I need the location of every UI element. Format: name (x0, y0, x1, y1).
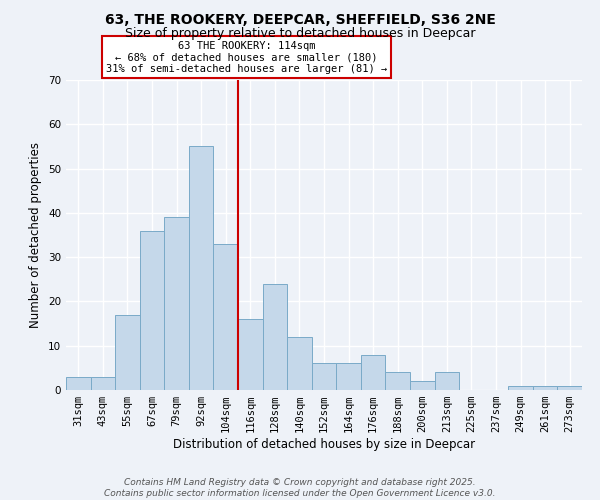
Bar (385, 372, 410, 390)
X-axis label: Distribution of detached houses by size in Deepcar: Distribution of detached houses by size … (173, 438, 475, 451)
Text: 63 THE ROOKERY: 114sqm
← 68% of detached houses are smaller (180)
31% of semi-de: 63 THE ROOKERY: 114sqm ← 68% of detached… (106, 40, 387, 74)
Bar (361, 354, 385, 390)
Bar (312, 364, 336, 390)
Bar (115, 314, 140, 390)
Text: Contains HM Land Registry data © Crown copyright and database right 2025.
Contai: Contains HM Land Registry data © Crown c… (104, 478, 496, 498)
Bar (557, 386, 582, 390)
Bar (508, 386, 533, 390)
Y-axis label: Number of detached properties: Number of detached properties (29, 142, 43, 328)
Bar (287, 337, 312, 390)
Bar (66, 376, 91, 390)
Bar (238, 319, 263, 390)
Bar (263, 284, 287, 390)
Bar (214, 244, 238, 390)
Text: 63, THE ROOKERY, DEEPCAR, SHEFFIELD, S36 2NE: 63, THE ROOKERY, DEEPCAR, SHEFFIELD, S36… (104, 12, 496, 26)
Bar (533, 386, 557, 390)
Bar (91, 376, 115, 390)
Text: Size of property relative to detached houses in Deepcar: Size of property relative to detached ho… (125, 28, 475, 40)
Bar (410, 381, 434, 390)
Bar (164, 218, 189, 390)
Bar (336, 364, 361, 390)
Bar (140, 230, 164, 390)
Bar (434, 372, 459, 390)
Bar (189, 146, 214, 390)
